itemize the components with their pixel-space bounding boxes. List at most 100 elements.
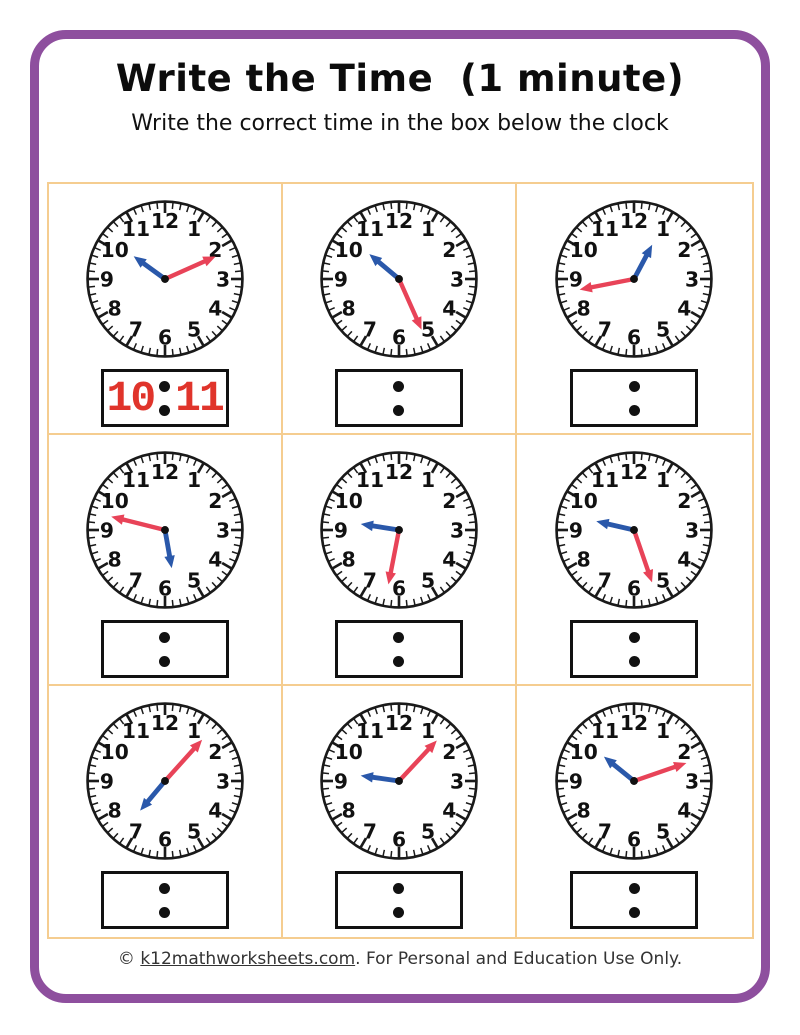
colon-dot-bottom bbox=[393, 404, 405, 416]
colon-dot-bottom bbox=[628, 906, 640, 918]
clock-number-2: 2 bbox=[208, 740, 222, 764]
clock-number-7: 7 bbox=[363, 569, 377, 593]
clock-number-8: 8 bbox=[577, 547, 591, 571]
clock-cell-row1-col3: 1 2 3 4 5 6 7 8 9 10 11 12 bbox=[517, 184, 752, 435]
page-subtitle: Write the correct time in the box below … bbox=[131, 111, 669, 136]
clock-number-11: 11 bbox=[122, 468, 150, 492]
clock-number-8: 8 bbox=[342, 296, 356, 320]
clock-number-9: 9 bbox=[100, 267, 114, 291]
answer-hour-text: 10 bbox=[106, 373, 157, 423]
clock-number-11: 11 bbox=[356, 468, 384, 492]
clock-number-12: 12 bbox=[620, 209, 648, 233]
clock-number-6: 6 bbox=[158, 576, 172, 600]
colon-dots bbox=[159, 380, 171, 416]
colon-dot-top bbox=[159, 631, 171, 643]
clock-number-6: 6 bbox=[392, 827, 406, 851]
clock-number-7: 7 bbox=[129, 820, 143, 844]
clock-number-8: 8 bbox=[577, 296, 591, 320]
clock-number-12: 12 bbox=[151, 711, 179, 735]
clock-cell-row3-col1: 1 2 3 4 5 6 7 8 9 10 11 12 bbox=[48, 686, 283, 937]
clock-number-2: 2 bbox=[442, 740, 456, 764]
colon-dot-top bbox=[393, 380, 405, 392]
clock-number-12: 12 bbox=[620, 460, 648, 484]
clock-number-11: 11 bbox=[591, 719, 619, 743]
colon-dot-top bbox=[159, 882, 171, 894]
clock-number-1: 1 bbox=[421, 217, 435, 241]
time-answer-box[interactable] bbox=[100, 871, 229, 929]
colon-dots bbox=[159, 631, 171, 667]
colon-dot-bottom bbox=[628, 655, 640, 667]
footer-prefix: © bbox=[117, 949, 141, 969]
colon-dot-bottom bbox=[628, 404, 640, 416]
clock-number-12: 12 bbox=[151, 209, 179, 233]
clock-number-4: 4 bbox=[208, 296, 222, 320]
clock-number-9: 9 bbox=[334, 518, 348, 542]
colon-dots bbox=[628, 631, 640, 667]
clock-number-11: 11 bbox=[591, 217, 619, 241]
clock-number-1: 1 bbox=[656, 468, 670, 492]
clock-number-3: 3 bbox=[216, 518, 230, 542]
clock-number-10: 10 bbox=[335, 489, 363, 513]
clock-number-9: 9 bbox=[569, 267, 583, 291]
colon-dot-bottom bbox=[159, 906, 171, 918]
clock-number-5: 5 bbox=[187, 569, 201, 593]
colon-dot-bottom bbox=[159, 404, 171, 416]
clock-number-9: 9 bbox=[100, 769, 114, 793]
clock-number-10: 10 bbox=[100, 740, 128, 764]
clock-number-5: 5 bbox=[421, 820, 435, 844]
clock-number-4: 4 bbox=[442, 798, 456, 822]
clock-number-8: 8 bbox=[107, 547, 121, 571]
clock-number-10: 10 bbox=[570, 740, 598, 764]
clock-number-3: 3 bbox=[450, 769, 464, 793]
time-answer-box[interactable] bbox=[570, 369, 699, 427]
clock-number-12: 12 bbox=[620, 711, 648, 735]
colon-dot-top bbox=[393, 631, 405, 643]
clock-number-6: 6 bbox=[392, 576, 406, 600]
colon-dot-bottom bbox=[393, 906, 405, 918]
clock-number-2: 2 bbox=[208, 489, 222, 513]
clock-number-8: 8 bbox=[342, 798, 356, 822]
clock-number-8: 8 bbox=[577, 798, 591, 822]
colon-dot-top bbox=[628, 631, 640, 643]
clock-number-8: 8 bbox=[342, 547, 356, 571]
worksheet-frame: Write the Time (1 minute) Write the corr… bbox=[30, 30, 770, 1003]
clock-number-9: 9 bbox=[569, 518, 583, 542]
clock-number-7: 7 bbox=[363, 318, 377, 342]
clock-number-6: 6 bbox=[158, 325, 172, 349]
clock-number-10: 10 bbox=[570, 489, 598, 513]
clock-number-5: 5 bbox=[656, 318, 670, 342]
colon-dot-top bbox=[393, 882, 405, 894]
time-answer-box[interactable] bbox=[570, 871, 699, 929]
page-title: Write the Time (1 minute) bbox=[115, 57, 685, 100]
clock-number-11: 11 bbox=[356, 217, 384, 241]
clock-cell-row3-col3: 1 2 3 4 5 6 7 8 9 10 11 12 bbox=[517, 686, 752, 937]
clock-number-11: 11 bbox=[591, 468, 619, 492]
time-answer-box[interactable] bbox=[334, 620, 463, 678]
time-answer-box[interactable] bbox=[334, 369, 463, 427]
footer-copyright: © k12mathworksheets.com. For Personal an… bbox=[39, 949, 761, 969]
time-answer-box[interactable] bbox=[570, 620, 699, 678]
clock-number-6: 6 bbox=[392, 325, 406, 349]
clock-number-10: 10 bbox=[570, 238, 598, 262]
time-answer-box[interactable]: 10 11 bbox=[100, 369, 229, 427]
clock-number-1: 1 bbox=[187, 719, 201, 743]
clock-number-3: 3 bbox=[216, 769, 230, 793]
clock-number-3: 3 bbox=[685, 267, 699, 291]
time-answer-box[interactable] bbox=[334, 871, 463, 929]
colon-dots bbox=[628, 380, 640, 416]
footer-site-link[interactable]: k12mathworksheets.com bbox=[140, 949, 356, 969]
clock-number-5: 5 bbox=[421, 569, 435, 593]
clock-number-8: 8 bbox=[107, 798, 121, 822]
clock-number-11: 11 bbox=[122, 217, 150, 241]
clock-number-2: 2 bbox=[678, 238, 692, 262]
clock-number-3: 3 bbox=[685, 518, 699, 542]
clock-cell-row2-col1: 1 2 3 4 5 6 7 8 9 10 11 12 bbox=[48, 435, 283, 686]
clock-cell-row2-col3: 1 2 3 4 5 6 7 8 9 10 11 12 bbox=[517, 435, 752, 686]
time-answer-box[interactable] bbox=[100, 620, 229, 678]
colon-dot-top bbox=[628, 882, 640, 894]
